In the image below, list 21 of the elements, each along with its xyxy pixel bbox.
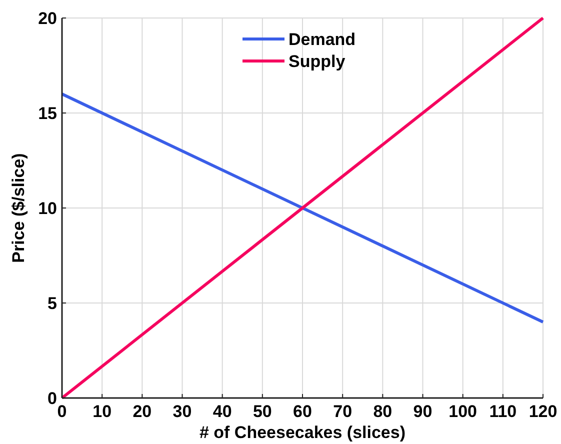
- x-tick-label: 70: [333, 402, 352, 421]
- x-tick-label: 40: [212, 402, 232, 421]
- x-tick-label: 50: [252, 402, 272, 421]
- x-axis-title: # of Cheesecakes (slices): [199, 423, 406, 442]
- y-axis-title: Price ($/slice): [9, 153, 28, 263]
- x-tick-label: 20: [132, 402, 152, 421]
- legend-label: Demand: [288, 30, 356, 49]
- x-tick-label: 10: [92, 402, 112, 421]
- x-tick-label: 110: [489, 402, 517, 421]
- x-tick-label: 100: [448, 402, 478, 421]
- y-tick-label: 15: [38, 104, 57, 123]
- y-tick-label: 5: [48, 294, 57, 313]
- legend-label: Supply: [288, 52, 346, 71]
- x-tick-label: 60: [293, 402, 312, 421]
- x-tick-label: 90: [413, 402, 432, 421]
- x-tick-label: 120: [528, 402, 558, 421]
- y-tick-label: 20: [38, 9, 57, 28]
- y-tick-label: 10: [38, 199, 57, 218]
- x-tick-label: 30: [172, 402, 192, 421]
- y-tick-label: 0: [48, 389, 57, 408]
- x-tick-label: 80: [373, 402, 392, 421]
